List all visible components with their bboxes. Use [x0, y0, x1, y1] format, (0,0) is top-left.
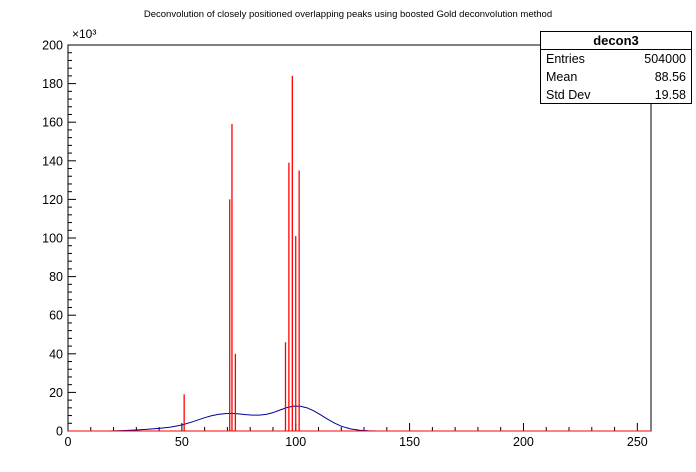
stat-value-stddev: 19.58: [654, 88, 686, 102]
svg-text:120: 120: [42, 193, 63, 207]
svg-text:160: 160: [42, 116, 63, 130]
svg-text:200: 200: [513, 435, 534, 449]
stats-row-entries: Entries 504000: [541, 50, 691, 68]
svg-text:×10³: ×10³: [72, 27, 96, 41]
stats-row-mean: Mean 88.56: [541, 68, 691, 86]
svg-text:100: 100: [285, 435, 306, 449]
svg-text:200: 200: [42, 39, 63, 53]
svg-text:50: 50: [175, 435, 189, 449]
svg-text:0: 0: [65, 435, 72, 449]
svg-text:60: 60: [49, 309, 63, 323]
stat-value-entries: 504000: [644, 52, 686, 66]
stat-label-mean: Mean: [546, 70, 578, 84]
svg-text:40: 40: [49, 347, 63, 361]
svg-text:100: 100: [42, 232, 63, 246]
svg-text:250: 250: [627, 435, 648, 449]
svg-text:0: 0: [56, 425, 63, 439]
svg-text:150: 150: [399, 435, 420, 449]
stat-label-stddev: Std Dev: [546, 88, 591, 102]
stats-row-stddev: Std Dev 19.58: [541, 86, 691, 104]
plot-title: Deconvolution of closely positioned over…: [143, 9, 553, 20]
svg-text:180: 180: [42, 77, 63, 91]
stats-box-title: decon3: [541, 32, 691, 50]
svg-text:80: 80: [49, 270, 63, 284]
stats-box: decon3 Entries 504000 Mean 88.56 Std Dev…: [540, 31, 692, 104]
svg-text:140: 140: [42, 154, 63, 168]
stat-label-entries: Entries: [546, 52, 585, 66]
stat-value-mean: 88.56: [654, 70, 686, 84]
svg-text:20: 20: [49, 386, 63, 400]
